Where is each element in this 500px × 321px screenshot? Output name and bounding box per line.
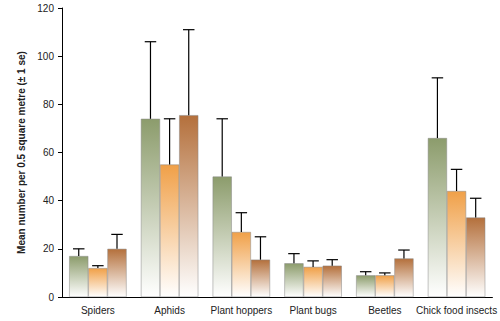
svg-text:80: 80: [43, 99, 55, 110]
svg-text:Plant bugs: Plant bugs: [289, 305, 336, 316]
svg-text:0: 0: [48, 292, 54, 303]
svg-text:Mean number per 0.5 square met: Mean number per 0.5 square metre (± 1 se…: [16, 51, 27, 254]
svg-text:Plant hoppers: Plant hoppers: [210, 305, 272, 316]
svg-text:100: 100: [37, 51, 54, 62]
svg-text:120: 120: [37, 3, 54, 14]
svg-text:60: 60: [43, 147, 55, 158]
svg-text:Chick food insects: Chick food insects: [416, 305, 497, 316]
svg-text:40: 40: [43, 195, 55, 206]
svg-text:20: 20: [43, 243, 55, 254]
svg-text:Beetles: Beetles: [368, 305, 401, 316]
svg-text:Spiders: Spiders: [81, 305, 115, 316]
svg-text:Aphids: Aphids: [154, 305, 185, 316]
